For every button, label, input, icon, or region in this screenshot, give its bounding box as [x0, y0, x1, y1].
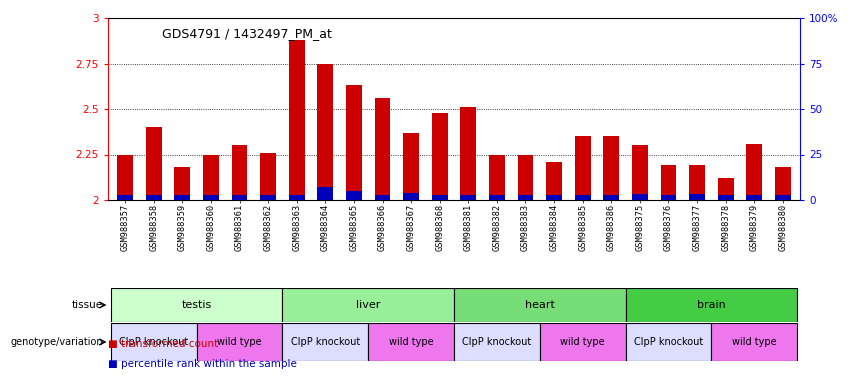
Bar: [746, 195, 762, 200]
Bar: [403, 132, 419, 200]
Bar: [454, 323, 540, 361]
Bar: [632, 194, 648, 200]
Bar: [546, 162, 562, 200]
Bar: [146, 127, 162, 200]
Bar: [374, 195, 391, 200]
Bar: [460, 107, 477, 200]
Bar: [540, 323, 625, 361]
Bar: [746, 144, 762, 200]
Bar: [197, 323, 283, 361]
Bar: [632, 146, 648, 200]
Bar: [203, 154, 219, 200]
Bar: [231, 146, 248, 200]
Bar: [111, 323, 197, 361]
Bar: [625, 323, 711, 361]
Bar: [368, 323, 454, 361]
Bar: [489, 154, 505, 200]
Bar: [317, 63, 334, 200]
Bar: [374, 98, 391, 200]
Bar: [625, 288, 797, 322]
Bar: [260, 195, 276, 200]
Bar: [517, 154, 534, 200]
Bar: [403, 193, 419, 200]
Text: heart: heart: [525, 300, 555, 310]
Bar: [346, 191, 362, 200]
Text: wild type: wild type: [217, 337, 262, 347]
Bar: [574, 136, 591, 200]
Text: tissue: tissue: [71, 300, 103, 310]
Text: brain: brain: [697, 300, 726, 310]
Bar: [717, 195, 734, 200]
Text: ClpP knockout: ClpP knockout: [119, 337, 188, 347]
Bar: [431, 113, 448, 200]
Bar: [689, 166, 705, 200]
Bar: [283, 323, 368, 361]
Text: wild type: wild type: [389, 337, 433, 347]
Bar: [660, 195, 677, 200]
Bar: [489, 195, 505, 200]
Text: wild type: wild type: [732, 337, 777, 347]
Bar: [288, 40, 305, 200]
Bar: [689, 194, 705, 200]
Bar: [231, 195, 248, 200]
Bar: [346, 85, 362, 200]
Bar: [174, 195, 191, 200]
Text: testis: testis: [181, 300, 212, 310]
Bar: [574, 195, 591, 200]
Bar: [775, 167, 791, 200]
Bar: [717, 178, 734, 200]
Text: ClpP knockout: ClpP knockout: [634, 337, 703, 347]
Text: GDS4791 / 1432497_PM_at: GDS4791 / 1432497_PM_at: [162, 27, 332, 40]
Text: wild type: wild type: [560, 337, 605, 347]
Bar: [454, 288, 625, 322]
Bar: [603, 195, 620, 200]
Bar: [431, 195, 448, 200]
Bar: [775, 195, 791, 200]
Bar: [603, 136, 620, 200]
Bar: [546, 195, 562, 200]
Bar: [260, 153, 276, 200]
Bar: [117, 195, 133, 200]
Text: ClpP knockout: ClpP knockout: [291, 337, 360, 347]
Text: liver: liver: [356, 300, 380, 310]
Text: genotype/variation: genotype/variation: [10, 337, 103, 347]
Bar: [174, 167, 191, 200]
Text: ■ percentile rank within the sample: ■ percentile rank within the sample: [108, 359, 297, 369]
Bar: [288, 195, 305, 200]
Bar: [283, 288, 454, 322]
Text: ■ transformed count: ■ transformed count: [108, 339, 218, 349]
Bar: [460, 195, 477, 200]
Bar: [660, 166, 677, 200]
Bar: [117, 154, 133, 200]
Bar: [317, 187, 334, 200]
Bar: [111, 288, 283, 322]
Bar: [711, 323, 797, 361]
Text: ClpP knockout: ClpP knockout: [462, 337, 532, 347]
Bar: [146, 195, 162, 200]
Bar: [203, 195, 219, 200]
Bar: [517, 195, 534, 200]
